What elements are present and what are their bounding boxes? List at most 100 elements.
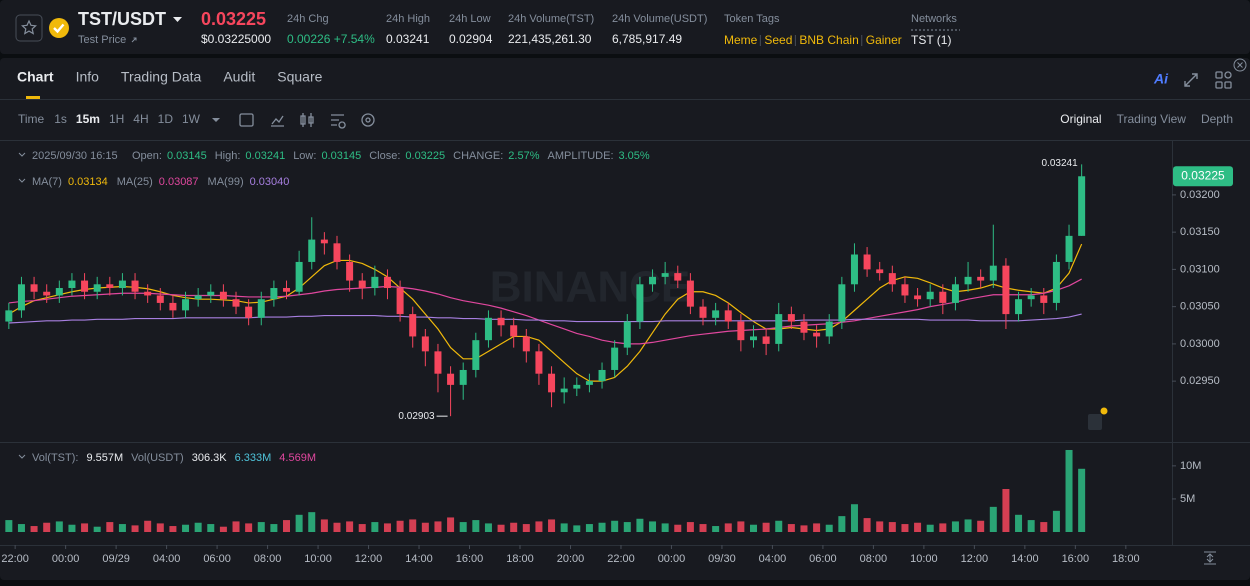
candle-body	[194, 295, 202, 300]
tab[interactable]: Chart	[17, 69, 54, 85]
candle-body	[585, 381, 593, 385]
view-option[interactable]: Trading View	[1117, 112, 1187, 126]
close-x	[1237, 62, 1243, 68]
candle-body	[43, 291, 51, 296]
settings-icon[interactable]	[361, 113, 375, 127]
interval[interactable]: 15m	[76, 112, 100, 126]
volume-bar	[560, 523, 568, 532]
candle-body	[611, 347, 619, 370]
volume-bar	[712, 526, 720, 532]
candle-body	[573, 384, 581, 389]
candle-body	[144, 291, 152, 296]
candle-body	[434, 351, 442, 374]
link-icon	[131, 37, 137, 43]
header-bg	[0, 0, 1250, 54]
volume-bar	[169, 526, 177, 532]
candle-body	[560, 388, 568, 393]
candle-body	[850, 254, 858, 285]
tab[interactable]: Square	[277, 69, 322, 85]
close-button[interactable]	[1233, 58, 1247, 72]
stat-value: 6,785,917.49	[612, 32, 682, 46]
candle-body	[383, 276, 391, 289]
legend-label: High:	[215, 150, 241, 162]
volume-bar	[55, 521, 63, 532]
candle-body	[901, 284, 909, 296]
interval[interactable]: 1W	[182, 112, 201, 126]
layout-button[interactable]	[1215, 71, 1232, 89]
collapse-icons[interactable]	[18, 152, 26, 459]
view-option[interactable]: Depth	[1201, 112, 1233, 126]
volume-bar	[5, 520, 13, 532]
networks-value[interactable]: TST (1)	[911, 33, 951, 47]
tab[interactable]: Audit	[223, 69, 255, 85]
last-price-tag	[1173, 166, 1233, 187]
candle-body	[219, 291, 227, 300]
candle-body	[472, 340, 480, 370]
volume-bar	[762, 522, 770, 532]
token-tag[interactable]: Meme	[724, 33, 758, 47]
legend-value: 0.03241	[245, 150, 285, 162]
volume-bar	[661, 523, 669, 532]
volume-bar	[611, 520, 619, 532]
volume-bar	[30, 526, 38, 532]
x-tick-label: 18:00	[506, 553, 534, 565]
volume-bar	[876, 521, 884, 532]
ma-legend-value: 0.03087	[159, 176, 199, 188]
volume-bar	[964, 519, 972, 532]
volume-bar	[1078, 468, 1086, 532]
notes-icon[interactable]	[1088, 414, 1102, 430]
view-option[interactable]: Original	[1060, 112, 1101, 126]
candle-body	[320, 239, 328, 244]
interval[interactable]: Time	[18, 112, 45, 126]
stat-label: 24h Volume(TST)	[508, 13, 594, 25]
volume-legend: 306.3K	[192, 452, 228, 464]
volume-bar	[131, 525, 139, 532]
candle-body	[661, 273, 669, 277]
interval[interactable]: 1H	[109, 112, 124, 126]
token-tag[interactable]: BNB Chain	[799, 33, 858, 47]
favorite-button[interactable]	[15, 14, 43, 42]
candle-body	[169, 302, 177, 311]
token-tags-label: Token Tags	[724, 13, 780, 25]
ai-button[interactable]: Ai	[1153, 71, 1169, 87]
interval[interactable]: 4H	[133, 112, 148, 126]
networks-label: Networks	[911, 13, 957, 25]
candle-body	[1027, 295, 1035, 300]
candle-body	[939, 291, 947, 303]
calendar-icon[interactable]	[239, 113, 254, 127]
volume-bar	[68, 524, 76, 532]
legend-label: Low:	[293, 150, 316, 162]
volume-bar	[295, 514, 303, 532]
volume-bar	[396, 520, 404, 532]
token-tag[interactable]: Seed	[764, 33, 792, 47]
candle-body	[245, 306, 253, 318]
interval[interactable]: 1s	[54, 112, 67, 126]
x-tick-label: 10:00	[910, 553, 938, 565]
tab[interactable]: Trading Data	[121, 69, 202, 85]
candle-body	[649, 276, 657, 285]
candle-body	[977, 276, 985, 281]
volume-bar	[245, 523, 253, 532]
time-axis-reset[interactable]	[1204, 551, 1216, 565]
volume-bar	[888, 522, 896, 532]
volume-bar	[850, 504, 858, 532]
interval[interactable]: 1D	[158, 112, 174, 126]
volume-bar	[371, 522, 379, 532]
token-tag[interactable]: Gainer	[866, 33, 902, 47]
candle-body	[914, 295, 922, 300]
candle-body	[636, 284, 644, 322]
indicator-icon[interactable]	[271, 115, 284, 127]
stat-value: 0.00226 +7.54%	[287, 32, 375, 46]
fullscreen-button[interactable]	[1184, 73, 1198, 87]
interval-caret[interactable]	[212, 118, 220, 122]
pair-name[interactable]: TST/USDT	[78, 9, 166, 29]
candle-body	[535, 351, 543, 374]
pair-caret[interactable]	[173, 17, 182, 22]
candle-icon[interactable]	[300, 113, 314, 127]
volume-bar	[535, 521, 543, 532]
candle-body	[30, 284, 38, 292]
tab[interactable]: Info	[76, 69, 100, 85]
candle-body	[964, 276, 972, 285]
template-icon[interactable]	[331, 114, 346, 129]
volume-bar	[1015, 514, 1023, 532]
